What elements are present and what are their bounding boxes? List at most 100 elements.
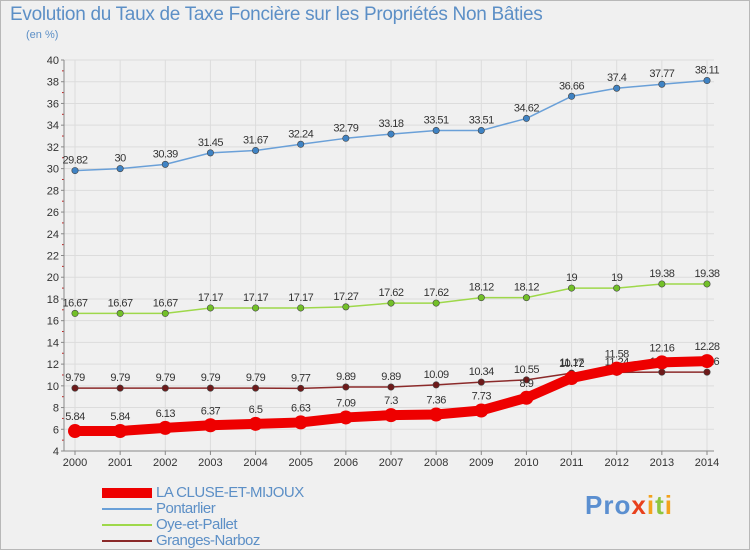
chart-title: Evolution du Taux de Taxe Foncière sur l…	[10, 4, 543, 25]
data-label: 33.18	[378, 118, 403, 130]
data-label: 31.45	[198, 137, 223, 149]
logo-letter: t	[655, 490, 665, 520]
data-point	[609, 361, 624, 376]
data-point	[474, 403, 489, 418]
data-label: 19	[611, 272, 623, 284]
data-label: 6.13	[156, 408, 176, 420]
data-label: 12.16	[649, 342, 674, 354]
data-label: 10.72	[559, 358, 584, 370]
data-point	[248, 416, 263, 431]
x-tick-label: 2004	[243, 457, 267, 469]
y-tick-label: 14	[47, 337, 59, 349]
data-point	[387, 130, 395, 138]
data-point	[206, 149, 214, 157]
data-label: 10.09	[424, 369, 449, 381]
data-point	[71, 167, 79, 175]
logo-letter: P	[585, 490, 604, 520]
logo-letter: i	[664, 490, 673, 520]
data-label: 19.38	[694, 268, 719, 280]
legend-label: LA CLUSE-ET-MIJOUX	[156, 484, 304, 501]
data-point	[703, 368, 711, 376]
data-label: 30	[115, 153, 127, 165]
data-label: 7.73	[472, 390, 492, 402]
data-label: 19	[566, 272, 578, 284]
data-point	[206, 304, 214, 312]
data-label: 5.84	[110, 411, 130, 423]
data-point	[252, 384, 260, 392]
y-tick-label: 12	[47, 359, 59, 371]
y-tick-label: 40	[47, 55, 59, 67]
data-label: 6.63	[291, 402, 311, 414]
x-tick-label: 2013	[650, 457, 674, 469]
legend-swatch-green	[102, 524, 152, 526]
data-point	[252, 146, 260, 154]
data-label: 29.82	[62, 155, 87, 167]
logo-letter: o	[614, 490, 632, 520]
logo-letter: i	[646, 490, 656, 520]
x-tick-label: 2010	[514, 457, 538, 469]
x-tick-label: 2012	[604, 457, 628, 469]
data-label: 30.39	[153, 148, 178, 160]
data-point	[158, 420, 173, 435]
data-point	[342, 383, 350, 391]
data-label: 37.4	[607, 72, 627, 84]
data-point	[477, 126, 485, 134]
data-label: 17.62	[424, 287, 449, 299]
logo-letter: r	[603, 490, 615, 520]
y-tick-label: 4	[53, 446, 59, 458]
x-tick-label: 2006	[334, 457, 358, 469]
data-point	[342, 303, 350, 311]
data-point	[613, 84, 621, 92]
y-tick-label: 24	[47, 229, 59, 241]
data-label: 16.67	[153, 297, 178, 309]
data-point	[654, 355, 669, 370]
x-tick-label: 2011	[560, 457, 584, 469]
legend-swatch-blue	[102, 508, 152, 510]
data-label: 18.12	[514, 282, 539, 294]
data-point	[522, 114, 530, 122]
legend-item-pontarlier: Pontarlier	[102, 501, 304, 517]
data-point	[161, 384, 169, 392]
x-tick-label: 2003	[198, 457, 222, 469]
data-label: 8.9	[520, 378, 534, 390]
legend-item-granges: Granges-Narboz	[102, 533, 304, 549]
data-point	[429, 407, 444, 422]
data-label: 5.84	[65, 411, 85, 423]
data-label: 9.89	[381, 371, 401, 383]
x-tick-label: 2014	[695, 457, 719, 469]
data-label: 9.79	[110, 372, 130, 384]
data-label: 37.77	[649, 68, 674, 80]
x-tick-label: 2000	[63, 457, 87, 469]
data-label: 10.34	[469, 366, 494, 378]
data-label: 33.51	[424, 114, 449, 126]
data-point	[703, 280, 711, 288]
data-point	[116, 384, 124, 392]
data-point	[658, 280, 666, 288]
legend-label: Oye-et-Pallet	[156, 516, 238, 533]
x-tick-label: 2008	[424, 457, 448, 469]
data-point	[519, 390, 534, 405]
data-label: 9.89	[336, 371, 356, 383]
y-tick-label: 22	[47, 251, 59, 263]
data-point	[116, 165, 124, 173]
x-tick-label: 2001	[108, 457, 132, 469]
y-tick-label: 20	[47, 272, 59, 284]
data-label: 18.12	[469, 282, 494, 294]
data-point	[68, 424, 82, 439]
data-label: 17.62	[378, 287, 403, 299]
legend-swatch-red	[102, 488, 152, 498]
data-point	[658, 80, 666, 88]
y-tick-label: 26	[47, 207, 59, 219]
data-label: 7.36	[426, 395, 446, 407]
data-label: 38.11	[695, 65, 720, 77]
data-point	[522, 294, 530, 302]
legend-swatch-darkred	[102, 540, 152, 542]
data-label: 6.37	[201, 405, 221, 417]
data-label: 33.51	[469, 114, 494, 126]
data-label: 34.62	[514, 102, 539, 114]
data-label: 32.24	[288, 128, 313, 140]
data-point	[477, 294, 485, 302]
data-label: 36.66	[559, 80, 584, 92]
